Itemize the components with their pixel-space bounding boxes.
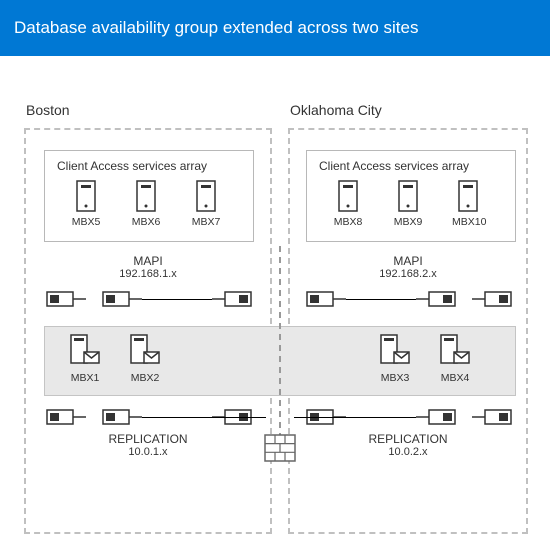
cas-server: MBX6 [130, 180, 162, 228]
mapi-link [142, 299, 212, 300]
cas-label-left: Client Access services array [57, 159, 207, 173]
server-label: MBX6 [130, 216, 162, 228]
net-name: REPLICATION [368, 432, 447, 446]
nic-icon [472, 288, 512, 310]
net-subnet: 192.168.2.x [348, 268, 468, 280]
repl-label-left: REPLICATION 10.0.1.x [88, 432, 208, 458]
nic-icon [306, 288, 346, 310]
server-label: MBX5 [70, 216, 102, 228]
nic-icon [472, 406, 512, 428]
vertical-divider [278, 246, 282, 446]
net-subnet: 10.0.2.x [348, 446, 468, 458]
cas-server: MBX5 [70, 180, 102, 228]
server-label: MBX9 [392, 216, 424, 228]
net-name: MAPI [133, 254, 162, 268]
site-label-oklahoma: Oklahoma City [290, 102, 382, 118]
title-banner: Database availability group extended acr… [0, 0, 550, 56]
nic-icon [46, 406, 86, 428]
server-label: MBX1 [64, 372, 106, 384]
diagram-canvas: Boston Oklahoma City Client Access servi… [0, 56, 550, 546]
nic-icon [102, 288, 142, 310]
repl-link [294, 417, 416, 418]
cas-server: MBX7 [190, 180, 222, 228]
cas-server: MBX8 [332, 180, 364, 228]
mapi-label-right: MAPI 192.168.2.x [348, 254, 468, 280]
mbx-server: MBX1 [64, 334, 106, 384]
cas-label-right: Client Access services array [319, 159, 469, 173]
server-label: MBX3 [374, 372, 416, 384]
repl-link [142, 417, 266, 418]
server-label: MBX7 [190, 216, 222, 228]
net-name: REPLICATION [108, 432, 187, 446]
server-label: MBX2 [124, 372, 166, 384]
cas-server: MBX10 [452, 180, 484, 228]
repl-label-right: REPLICATION 10.0.2.x [348, 432, 468, 458]
nic-icon [416, 406, 456, 428]
server-label: MBX8 [332, 216, 364, 228]
server-label: MBX10 [452, 216, 484, 228]
mbx-server: MBX3 [374, 334, 416, 384]
firewall-icon [264, 434, 296, 462]
net-subnet: 10.0.1.x [88, 446, 208, 458]
server-label: MBX4 [434, 372, 476, 384]
nic-icon [416, 288, 456, 310]
nic-icon [212, 288, 252, 310]
nic-icon [102, 406, 142, 428]
nic-icon [46, 288, 86, 310]
net-subnet: 192.168.1.x [88, 268, 208, 280]
net-name: MAPI [393, 254, 422, 268]
mbx-server: MBX2 [124, 334, 166, 384]
mbx-server: MBX4 [434, 334, 476, 384]
site-label-boston: Boston [26, 102, 70, 118]
mapi-link [346, 299, 416, 300]
mapi-label-left: MAPI 192.168.1.x [88, 254, 208, 280]
cas-server: MBX9 [392, 180, 424, 228]
